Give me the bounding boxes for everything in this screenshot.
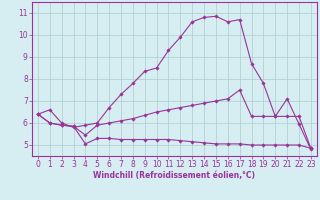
X-axis label: Windchill (Refroidissement éolien,°C): Windchill (Refroidissement éolien,°C) (93, 171, 255, 180)
